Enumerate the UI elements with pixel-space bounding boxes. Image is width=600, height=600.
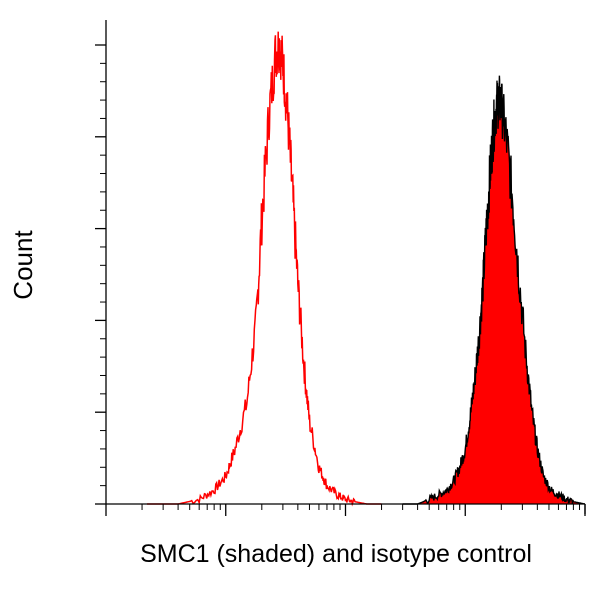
y-axis-title: Count — [8, 230, 38, 300]
axes — [95, 20, 586, 516]
plot-area — [147, 31, 586, 507]
series-1-fill — [402, 75, 585, 504]
series-0-line — [147, 31, 382, 507]
series-1-outline — [402, 75, 586, 505]
x-axis-title: SMC1 (shaded) and isotype control — [140, 540, 532, 568]
